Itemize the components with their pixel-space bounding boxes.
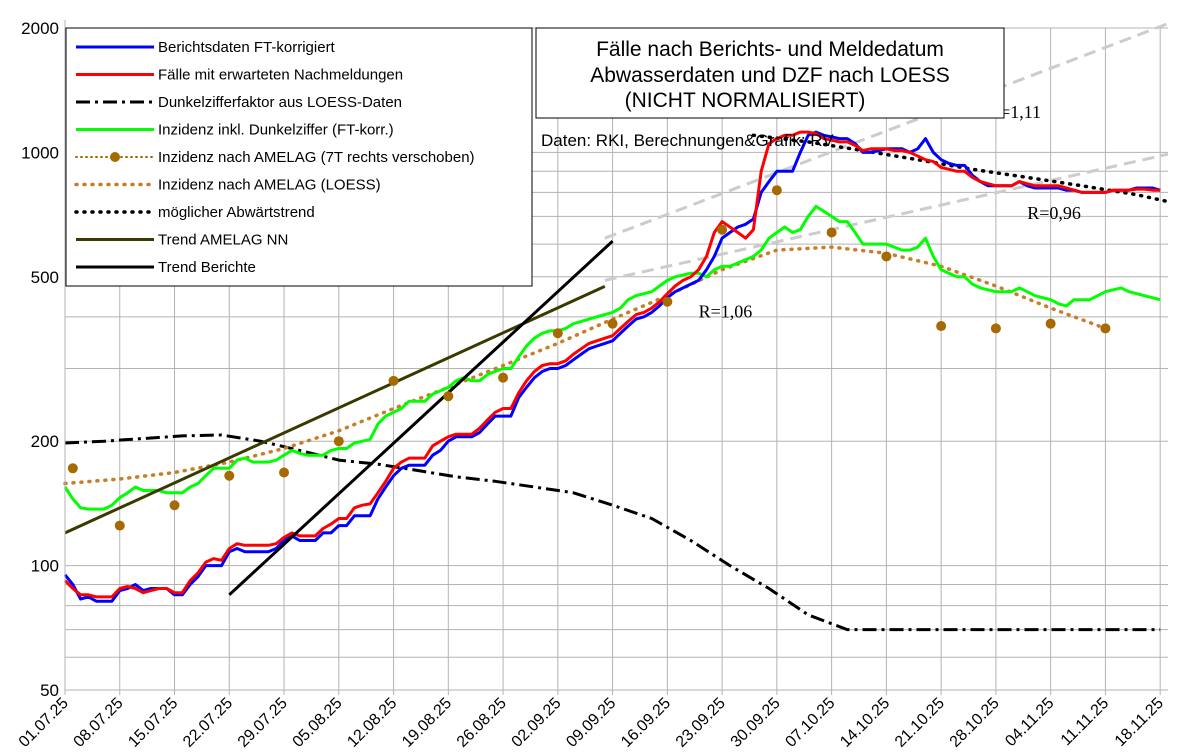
legend-item: Dunkelzifferfaktor aus LOESS-Daten [76,94,402,111]
series-4-point [114,520,125,531]
legend-label: Inzidenz inkl. Dunkelziffer (FT-korr.) [158,122,394,139]
x-tick-label: 07.10.25 [782,695,838,751]
x-tick-label: 19.08.25 [399,695,455,751]
legend-label: Trend Berichte [158,259,256,276]
x-tick-label: 18.11.25 [1112,695,1167,750]
series-4-point [717,224,728,235]
x-tick-label: 05.08.25 [290,695,346,751]
legend: Berichtsdaten FT-korrigiert Fälle mit erw… [65,27,533,287]
series-8-line [228,239,614,596]
x-tick-label: 14.10.25 [837,695,893,751]
series-4-point [224,470,235,481]
series-4-point [498,372,509,383]
x-tick-label: 15.07.25 [125,695,181,751]
legend-marker [110,152,120,162]
legend-label: Inzidenz nach AMELAG (7T rechts verschob… [158,149,475,166]
legend-item: Trend Berichte [76,259,256,276]
title-line-2: Abwasserdaten und DZF nach LOESS [590,64,950,87]
y-tick-label: 100 [31,557,59,576]
legend-label: Inzidenz nach AMELAG (LOESS) [158,177,381,194]
series-4-point [67,463,78,474]
x-tick-label: 23.09.25 [673,695,729,751]
series-4-point [881,251,892,262]
series-4-point [279,467,290,478]
series-4-point [552,328,563,339]
legend-item: Fälle mit erwarteten Nachmeldungen [76,67,403,84]
series-4-point [936,321,947,332]
series-3-line [63,204,1161,511]
y-tick-label: 50 [40,681,59,700]
y-tick-label: 1000 [21,143,59,162]
x-tick-label: 16.09.25 [618,695,674,751]
series-4-point [1045,318,1056,329]
series-9-line [604,152,1169,282]
annotation-label: R=1,06 [699,302,753,322]
x-tick-label: 22.07.25 [180,695,236,751]
legend-label: Dunkelzifferfaktor aus LOESS-Daten [158,94,402,111]
series-4-point [662,296,673,307]
x-tick-label: 08.07.25 [71,695,127,751]
series-4-point [169,500,180,511]
series-1-line [63,130,1161,599]
series-4-point [1100,323,1111,334]
title-box: Fälle nach Berichts- und Meldedatum Abwa… [535,27,1005,119]
series-6-line [751,133,1170,204]
series-4-point [990,323,1001,334]
series-4-point [826,227,837,238]
x-tick-label: 04.11.25 [1002,695,1057,750]
series-7-line [64,285,606,535]
legend-item: Trend AMELAG NN [76,232,288,249]
series-4-point [388,375,399,386]
x-tick-label: 02.09.25 [509,695,565,751]
source-text: Daten: RKI, Berechnungen&Grafik: RV [541,131,834,150]
x-tick-label: 29.07.25 [235,695,291,751]
x-tick-label: 01.07.25 [16,695,72,751]
legend-label: Trend AMELAG NN [158,232,288,249]
x-tick-label: 09.09.25 [563,695,619,751]
legend-item: möglicher Abwärtstrend [74,204,315,221]
legend-label: Berichtsdaten FT-korrigiert [158,39,336,56]
series-10-line [604,22,1169,240]
legend-item: Inzidenz inkl. Dunkelziffer (FT-korr.) [76,122,394,139]
title-line-3: (NICHT NORMALISIERT) [625,89,866,112]
legend-label: möglicher Abwärtstrend [158,204,315,221]
legend-item: Inzidenz nach AMELAG (7T rechts verschob… [75,149,475,166]
annotation-label: R=0,96 [1027,203,1081,223]
x-tick-label: 30.09.25 [728,695,784,751]
annotations: R=1,11R=0,96R=1,06 [699,102,1081,322]
legend-item: Berichtsdaten FT-korrigiert [76,39,336,56]
series-layer [63,22,1170,632]
y-tick-label: 500 [31,268,59,287]
x-tick-label: 21.10.25 [892,695,948,751]
y-tick-label: 200 [31,432,59,451]
x-tick-label: 11.11.25 [1058,695,1112,749]
series-4-point [443,391,454,402]
y-tick-label: 2000 [21,19,59,38]
series-2-line [64,433,1161,632]
series-4-point [333,436,344,447]
x-tick-label: 12.08.25 [344,695,400,751]
series-4-point [607,318,618,329]
legend-item: Inzidenz nach AMELAG (LOESS) [74,177,381,194]
legend-label: Fälle mit erwarteten Nachmeldungen [158,67,403,84]
x-tick-label: 26.08.25 [454,695,510,751]
title-line-1: Fälle nach Berichts- und Meldedatum [596,38,944,61]
series-4-point [771,185,782,196]
x-tick-label: 28.10.25 [947,695,1003,751]
